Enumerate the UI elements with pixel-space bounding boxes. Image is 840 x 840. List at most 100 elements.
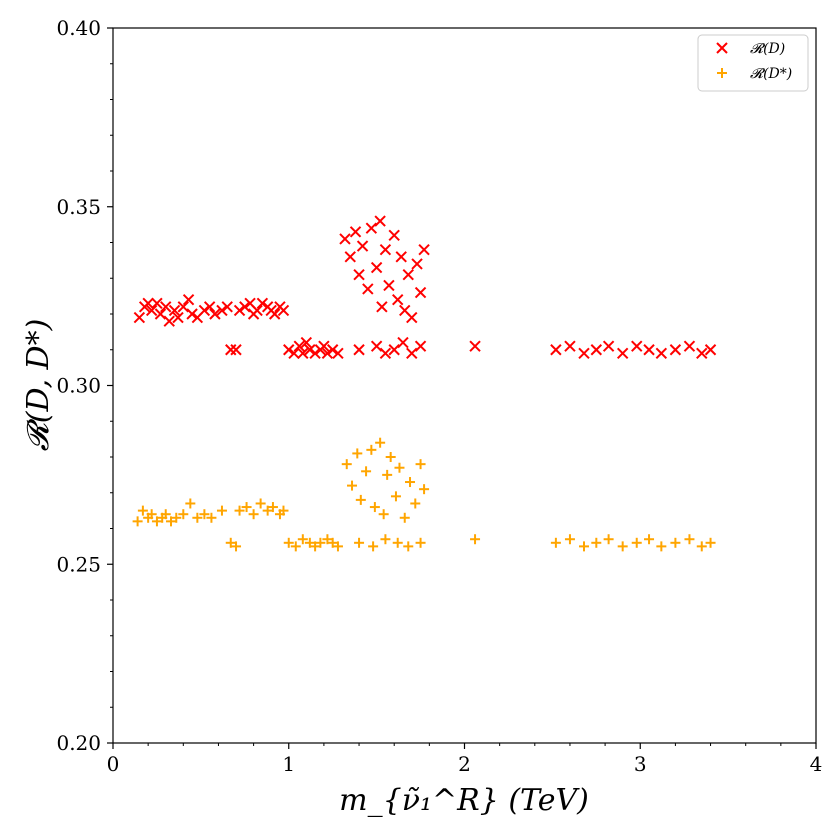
data-point-rd [643,344,655,356]
legend-label: 𝓡(D) [750,41,785,57]
data-point-rd [406,311,418,324]
chart-marks [132,215,717,552]
data-point-rd [362,283,374,295]
data-point-rdstar [322,534,333,545]
data-point-rd [349,226,362,238]
data-point-rd [376,301,388,313]
data-point-rdstar [278,505,289,516]
data-point-rd [293,340,306,352]
data-point-rd [469,340,481,352]
x-tick-label: 1 [282,752,295,776]
data-point-rd [379,243,392,256]
data-point-rd [388,229,400,242]
plot-frame [112,27,817,744]
data-point-rd [578,347,590,360]
data-point-rd [388,344,400,356]
data-point-rd [321,347,334,360]
data-point-rdstar [591,537,602,548]
data-point-rdstar [341,459,352,470]
data-point-rd [370,261,383,274]
data-point-rd [365,222,378,234]
data-point-rd [616,347,629,360]
data-point-rd [326,344,339,356]
data-point-rd [216,304,228,317]
data-point-rdstar [304,537,315,548]
x-tick-label: 3 [634,752,647,776]
data-point-rd [163,315,175,327]
legend-label: 𝓡(D*) [750,66,792,82]
data-point-rd [133,311,146,324]
data-point-rd [251,304,263,317]
data-point-rd [402,268,414,281]
data-point-rd [145,304,158,317]
data-point-rdstar [405,477,416,488]
data-point-rd [411,258,423,270]
data-point-rdstar [354,537,365,548]
data-point-rdstar [415,537,426,548]
data-point-rdstar [132,516,143,527]
data-point-rd [300,336,313,349]
y-axis: 0.20 0.25 0.30 0.35 0.40 [56,16,113,755]
data-point-rdstar [399,512,410,523]
data-point-rd [379,347,392,360]
data-point-rd [297,347,309,360]
data-point-rdstar [192,512,203,523]
data-point-rdstar [410,498,421,509]
data-point-rdstar [262,505,273,516]
data-point-rd [374,215,386,227]
data-point-rdstar [310,541,321,552]
y-tick-label: 0.20 [56,731,101,755]
data-point-rdstar [297,534,308,545]
data-point-rdstar [165,516,176,527]
data-point-rdstar [255,498,266,509]
data-point-rd [356,240,369,252]
data-point-rd [160,301,172,313]
data-point-rd [397,336,409,349]
data-point-rd [186,308,198,320]
data-point-rdstar [315,537,326,548]
data-point-rd [655,347,668,360]
data-point-rdstar [656,541,667,552]
data-point-rdstar [137,505,148,516]
data-point-rd [268,308,281,320]
y-tick-label: 0.25 [56,552,101,576]
data-point-rdstar [644,534,655,545]
data-point-rd [304,344,316,356]
data-point-rd [550,344,562,356]
data-point-rd [172,311,184,324]
data-point-rd [383,279,395,292]
y-tick-label: 0.40 [56,16,101,40]
data-point-rdstar [206,512,217,523]
data-point-rd [414,286,427,299]
data-point-rdstar [290,541,301,552]
x-tick-label: 4 [810,752,823,776]
data-point-rd [209,308,221,320]
data-point-rd [590,344,603,356]
data-point-rdstar [146,509,157,520]
data-point-rd [339,233,351,245]
x-tick-label: 2 [458,752,471,776]
x-axis-label: m_{ν̃₁^R} (TeV) [339,783,589,818]
data-point-rd [353,268,365,281]
data-point-rdstar [267,502,278,513]
legend: 𝓡(D) 𝓡(D*) [697,34,809,92]
y-axis-label: 𝓡(D, D*) [21,319,56,452]
data-point-rdstar [241,502,252,513]
data-point-rdstar [394,462,405,473]
data-point-rdstar [216,505,227,516]
x-axis: 0 1 2 3 4 [107,743,823,776]
data-point-rd [221,301,233,313]
data-point-rd [392,293,404,306]
data-point-rd [696,347,708,360]
data-point-rd [168,304,181,317]
data-point-rd [318,340,330,352]
data-point-rd [418,243,430,256]
data-point-rd [151,297,163,309]
data-point-rd [233,304,246,317]
data-point-rdstar [199,509,210,520]
data-point-rd [230,344,242,356]
legend-marker [717,68,727,78]
data-point-rdstar [327,537,338,548]
data-point-rdstar [361,466,372,477]
y-tick-label: 0.30 [56,374,101,398]
